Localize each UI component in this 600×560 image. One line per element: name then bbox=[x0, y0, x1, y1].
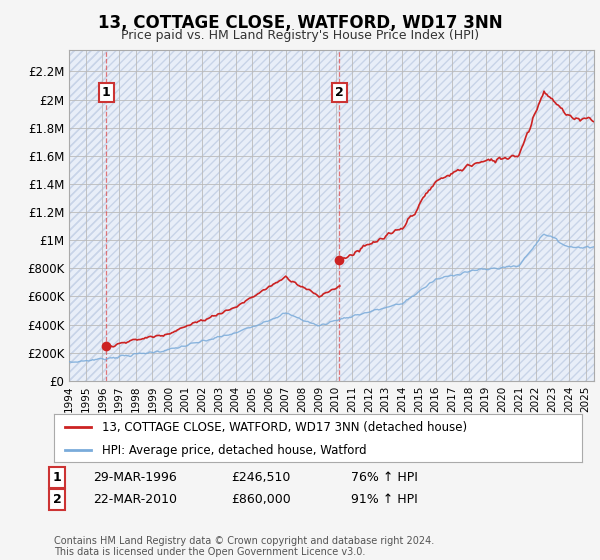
Text: 2: 2 bbox=[335, 86, 344, 99]
Bar bbox=[69, 50, 106, 381]
Text: 1: 1 bbox=[101, 86, 110, 99]
Text: HPI: Average price, detached house, Watford: HPI: Average price, detached house, Watf… bbox=[101, 444, 366, 456]
Text: 29-MAR-1996: 29-MAR-1996 bbox=[93, 471, 177, 484]
Text: 2: 2 bbox=[53, 493, 61, 506]
Text: 91% ↑ HPI: 91% ↑ HPI bbox=[351, 493, 418, 506]
Text: 1: 1 bbox=[53, 471, 61, 484]
Text: Price paid vs. HM Land Registry's House Price Index (HPI): Price paid vs. HM Land Registry's House … bbox=[121, 29, 479, 42]
Text: 13, COTTAGE CLOSE, WATFORD, WD17 3NN (detached house): 13, COTTAGE CLOSE, WATFORD, WD17 3NN (de… bbox=[101, 421, 467, 434]
Text: 76% ↑ HPI: 76% ↑ HPI bbox=[351, 471, 418, 484]
Text: £860,000: £860,000 bbox=[231, 493, 291, 506]
Text: Contains HM Land Registry data © Crown copyright and database right 2024.
This d: Contains HM Land Registry data © Crown c… bbox=[54, 535, 434, 557]
Text: 22-MAR-2010: 22-MAR-2010 bbox=[93, 493, 177, 506]
Text: £246,510: £246,510 bbox=[231, 471, 290, 484]
Text: 13, COTTAGE CLOSE, WATFORD, WD17 3NN: 13, COTTAGE CLOSE, WATFORD, WD17 3NN bbox=[98, 14, 502, 32]
